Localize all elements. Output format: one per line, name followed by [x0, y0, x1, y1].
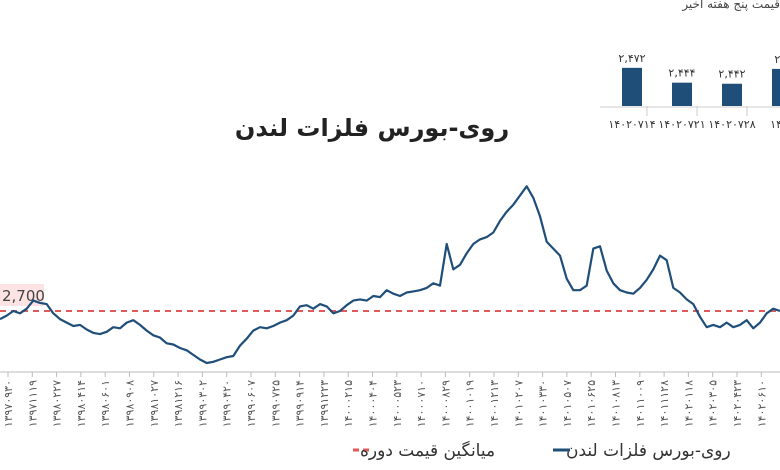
x-tick-label: ۱۳۹۸۰۶۰۱: [99, 380, 112, 427]
x-tick-label: ۱۳۹۸۱۰۲۷: [148, 380, 161, 427]
chart-title: روی-بورس فلزات لندن: [235, 114, 509, 142]
inset-bar: [772, 68, 780, 106]
inset-bar-value-label: ۲,۴۴۴: [668, 67, 695, 80]
x-tick-label: ۱۴۰۰۱۲۱۳: [488, 380, 501, 427]
x-tick-label: ۱۳۹۹۰۷۲۵: [269, 380, 282, 427]
inset-bar-value-label: ۲,۴۴۲: [718, 68, 745, 81]
inset-category-label: ۱۴۰۲۰۷۲۸: [708, 118, 755, 131]
x-tick-label: ۱۴۰۰۰۸۲۹: [439, 380, 452, 427]
x-tick-label: ۱۳۹۹۰۶۰۷: [245, 380, 258, 427]
x-tick-label: ۱۴۰۱۰۶۲۵: [585, 380, 598, 427]
x-tick-label: ۱۳۹۷۰۹۳۰: [2, 380, 15, 427]
x-tick-label: ۱۴۰۲۰۶۱۰: [755, 380, 768, 427]
inset-category-label: ۱۴۰۲۰۷۲۱: [658, 118, 705, 131]
inset-bar: [722, 83, 742, 106]
x-tick-label: ۱۴۰۰۱۰۱۹: [464, 380, 477, 427]
x-tick-label: ۱۳۹۸۰۴۱۴: [75, 380, 88, 427]
x-tick-label: ۱۳۹۹۱۲۲۳: [318, 380, 331, 427]
x-tick-label: ۱۳۹۹۰۳۰۲: [196, 380, 209, 427]
inset-bar-chart: ۲,۴۷۲ ۱۴۰۲۰۷۱۴ ۲,۴۴۴ ۱۴۰۲۰۷۲۱ ۲,۴۴۲ ۱۴۰۲۰۷۲۸ ۲…: [600, 52, 780, 131]
x-tick-label: ۱۳۹۸۰۲۲۷: [51, 380, 64, 427]
x-tick-label: ۱۴۰۲۰۳۰۵: [707, 380, 720, 427]
x-tick-label: ۱۴۰۲۰۱۱۸: [682, 380, 695, 427]
inset-category-label: ۱۴۰۲: [770, 118, 780, 131]
x-tick-label: ۱۴۰۰۰۵۲۳: [391, 380, 404, 427]
x-axis-ticks: ۱۳۹۷۰۹۳۰ ۱۳۹۷۱۱۱۹ ۱۳۹۸۰۲۲۷ ۱۳۹۸۰۴۱۴ ۱۳۹۸۰۶۰۱…: [2, 372, 768, 427]
series-line-zinc: [0, 185, 780, 365]
x-tick-label: ۱۴۰۰۰۲۱۵: [342, 380, 355, 427]
x-tick-label: ۱۴۰۰۰۷۱۰: [415, 380, 428, 427]
x-tick-label: ۱۳۹۷۱۱۱۹: [26, 380, 39, 427]
x-tick-label: ۱۴۰۱۰۵۰۷: [561, 380, 574, 427]
x-tick-label: ۱۳۹۹۰۹۱۴: [294, 380, 307, 427]
x-tick-label: ۱۳۹۸۰۹۰۸: [124, 380, 137, 427]
inset-bar-value-label: ۲,۴۷۲: [618, 52, 645, 65]
x-tick-label: ۱۴۰۱۱۰۰۹: [634, 380, 647, 427]
inset-bar: [622, 67, 642, 106]
legend-label-average: میانگین قیمت دوره: [360, 440, 495, 461]
inset-title-fragment: قیمت پنج هفته اخیر: [681, 0, 780, 12]
inset-bar-value-label: ۲,۴: [774, 53, 780, 66]
inset-bar: [672, 82, 692, 106]
x-tick-label: ۱۳۹۸۱۲۱۶: [172, 380, 185, 427]
inset-category-label: ۱۴۰۲۰۷۱۴: [608, 118, 655, 131]
x-tick-label: ۱۴۰۱۰۸۱۳: [610, 380, 623, 427]
x-tick-label: ۱۴۰۱۱۱۲۸: [658, 380, 671, 427]
legend-label-series: روی-بورس فلزات لندن: [566, 441, 731, 461]
x-tick-label: ۱۴۰۱۰۳۳۰: [537, 380, 550, 427]
x-tick-label: ۱۴۰۰۰۴۰۴: [367, 380, 380, 427]
x-tick-label: ۱۴۰۱۰۲۰۷: [512, 380, 525, 427]
x-tick-label: ۱۴۰۲۰۴۲۳: [731, 380, 744, 427]
x-tick-label: ۱۳۹۹۰۴۲۰: [221, 380, 234, 427]
